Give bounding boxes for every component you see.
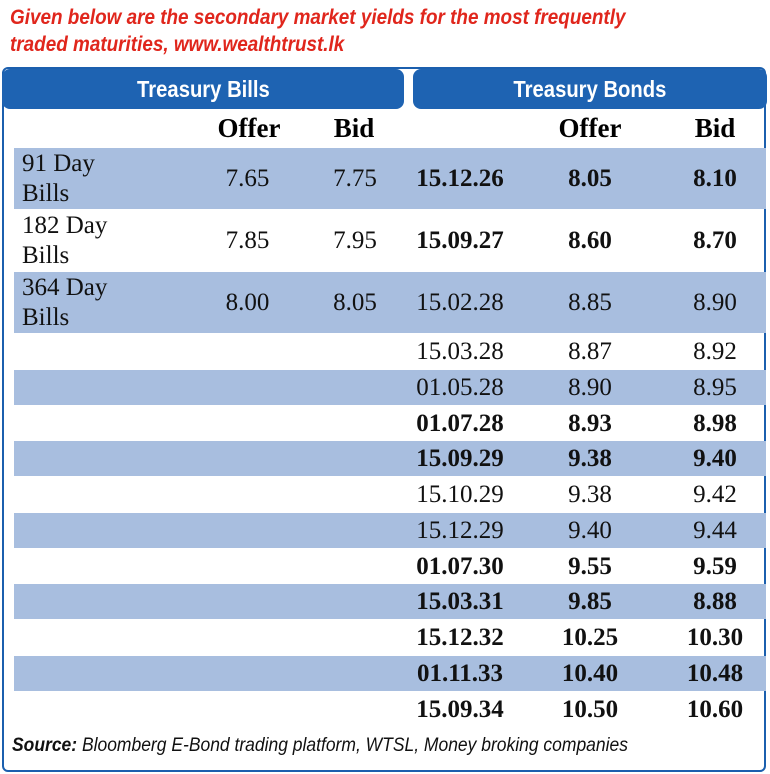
bond-bid: 8.10 — [693, 165, 737, 192]
bond-bid: 9.42 — [693, 481, 737, 508]
bond-maturity: 15.02.28 — [416, 289, 504, 316]
bond-offer-header: Offer — [558, 113, 622, 143]
bond-bid: 10.60 — [686, 695, 744, 723]
bond-maturity: 15.12.32 — [416, 624, 504, 651]
bond-bid: 8.98 — [693, 409, 737, 437]
bond-offer: 9.85 — [568, 588, 612, 616]
bill-offer: 7.65 — [225, 165, 270, 192]
bond-bid: 10.48 — [686, 659, 744, 687]
bill-tenor-line-2: Bills — [22, 180, 70, 207]
bill-tenor-label: 182 Day Bills — [22, 211, 107, 271]
bond-bid: 8.70 — [693, 227, 737, 254]
bond-bid-header: Bid — [694, 113, 736, 143]
bill-tenor-label: 364 Day Bills — [22, 273, 107, 333]
bill-offer: 8.00 — [225, 289, 270, 316]
treasury-bonds-title: Treasury Bonds — [513, 75, 667, 102]
bond-offer: 8.93 — [568, 409, 612, 437]
bill-bid-header: Bid — [333, 113, 375, 143]
bond-bid: 8.90 — [693, 289, 737, 316]
row-band — [14, 272, 766, 333]
bond-bid: 9.44 — [693, 516, 737, 544]
row-band — [14, 512, 766, 548]
bill-bid: 7.75 — [333, 165, 377, 192]
bond-maturity: 15.09.29 — [416, 445, 504, 473]
treasury-bonds-header: Treasury Bonds — [413, 69, 767, 109]
source-text: Bloomberg E-Bond trading platform, WTSL,… — [77, 735, 628, 756]
bill-tenor-line-2: Bills — [22, 304, 70, 331]
bond-offer: 8.05 — [568, 165, 612, 192]
bond-offer: 8.90 — [568, 373, 612, 401]
bill-offer-header: Offer — [217, 113, 281, 143]
intro-line-2: traded maturities, www.wealthtrust.lk — [10, 33, 345, 56]
bond-bid: 8.95 — [693, 373, 737, 401]
bond-maturity: 15.12.26 — [416, 165, 504, 192]
bond-maturity: 01.07.30 — [416, 552, 504, 580]
bond-bid: 10.30 — [686, 624, 744, 651]
row-band — [14, 441, 766, 476]
bill-tenor-line-1: 364 Day — [22, 274, 108, 301]
bond-bid: 8.88 — [693, 588, 737, 616]
bill-tenor-line-2: Bills — [22, 242, 70, 269]
bill-tenor-line-1: 182 Day — [22, 212, 108, 239]
bond-offer: 8.85 — [568, 289, 612, 316]
source-label: Source: — [12, 735, 78, 756]
bill-bid: 7.95 — [333, 227, 377, 254]
bond-offer: 9.38 — [568, 445, 612, 473]
bond-offer: 10.25 — [561, 624, 619, 651]
bond-offer: 10.50 — [561, 695, 619, 723]
treasury-bills-header: Treasury Bills — [2, 69, 404, 109]
bond-maturity: 15.03.28 — [416, 338, 504, 365]
bond-maturity: 01.11.33 — [416, 659, 504, 687]
row-band — [14, 148, 766, 209]
intro-line-1: Given below are the secondary market yie… — [10, 6, 626, 29]
row-band — [14, 369, 766, 405]
bill-bid: 8.05 — [333, 289, 377, 316]
bond-bid: 9.59 — [693, 552, 737, 580]
row-band — [14, 584, 766, 619]
bond-offer: 9.38 — [568, 481, 612, 508]
bond-offer: 8.60 — [568, 227, 612, 254]
bond-maturity: 01.05.28 — [416, 373, 504, 401]
bond-maturity: 15.09.27 — [416, 227, 504, 254]
bond-bid: 8.92 — [693, 338, 737, 365]
intro-text: Given below are the secondary market yie… — [10, 4, 685, 58]
bond-maturity: 15.03.31 — [416, 588, 504, 616]
bond-offer: 9.55 — [568, 552, 612, 580]
bill-offer: 7.85 — [225, 227, 270, 254]
row-band — [14, 655, 766, 691]
source-note: Source: Bloomberg E-Bond trading platfor… — [12, 735, 628, 757]
bond-maturity: 15.09.34 — [416, 695, 504, 723]
bill-tenor-line-1: 91 Day — [22, 150, 95, 177]
bond-maturity: 15.12.29 — [416, 516, 504, 544]
bond-maturity: 01.07.28 — [416, 409, 504, 437]
bond-maturity: 15.10.29 — [416, 481, 504, 508]
bond-offer: 9.40 — [568, 516, 612, 544]
bond-bid: 9.40 — [693, 445, 737, 473]
treasury-bills-title: Treasury Bills — [136, 75, 270, 102]
bill-tenor-label: 91 Day Bills — [22, 149, 95, 209]
bond-offer: 8.87 — [568, 338, 612, 365]
bond-offer: 10.40 — [561, 659, 619, 687]
